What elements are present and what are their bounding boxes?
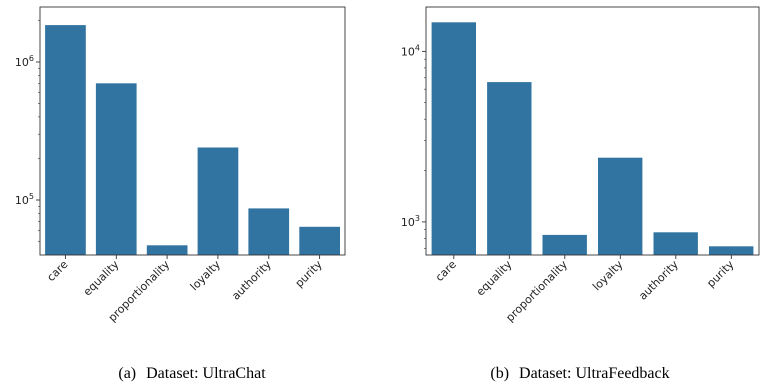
panel-b-y-tick-exp: 4 bbox=[415, 43, 420, 52]
panel-a-bar-loyalty bbox=[197, 147, 239, 255]
panel-b-y-tick-label: 103 bbox=[401, 214, 420, 229]
panel-b-bar-proportionality bbox=[542, 234, 587, 255]
panel-b-x-tick-label-equality: equality bbox=[474, 258, 515, 299]
panel-a-y-tick-base: 10 bbox=[15, 56, 29, 69]
caption-a-label: (a) bbox=[118, 365, 136, 382]
caption-b-label: (b) bbox=[490, 365, 509, 382]
panel-a-x-tick-label-purity: purity bbox=[293, 258, 325, 290]
panel-a-x-tick-label-loyalty: loyalty bbox=[188, 258, 224, 294]
panel-a-y-tick-exp: 6 bbox=[29, 54, 34, 63]
panel-b-axes-frame bbox=[425, 6, 760, 256]
panel-a-y-tick-base: 10 bbox=[15, 194, 29, 207]
panel-b-bar-equality bbox=[487, 82, 532, 255]
panel-a-x-tick-label-care: care bbox=[44, 258, 70, 284]
panel-b-y-tick-exp: 3 bbox=[415, 214, 420, 223]
panel-a-y-tick-exp: 5 bbox=[29, 192, 34, 201]
panel-b-bar-authority bbox=[653, 232, 698, 255]
panel-a-bar-equality bbox=[95, 83, 137, 255]
panel-a-x-tick-label-authority: authority bbox=[229, 258, 274, 303]
panel-a-bar-authority bbox=[248, 208, 290, 255]
panel-a-bar-purity bbox=[299, 226, 340, 255]
panel-a-axes-frame bbox=[39, 6, 346, 256]
panel-a-y-tick-label: 106 bbox=[15, 54, 34, 69]
panel-b-bar-purity bbox=[709, 246, 754, 255]
caption-b-text: Dataset: UltraFeedback bbox=[519, 365, 670, 382]
panel-a-bar-proportionality bbox=[146, 245, 188, 255]
caption-b: (b) Dataset: UltraFeedback bbox=[490, 365, 669, 382]
panel-b-bar-loyalty bbox=[598, 157, 643, 255]
panel-a-y-tick-label: 105 bbox=[15, 192, 34, 207]
caption-a-text: Dataset: UltraChat bbox=[146, 365, 266, 382]
panel-b-y-tick-label: 104 bbox=[401, 43, 420, 58]
panel-a-x-tick-label-equality: equality bbox=[81, 258, 122, 299]
panel-b-y-tick-base: 10 bbox=[401, 45, 415, 58]
panel-b-x-tick-label-loyalty: loyalty bbox=[590, 258, 626, 294]
panel-b-x-tick-label-purity: purity bbox=[704, 258, 736, 290]
panel-b-x-tick-label-authority: authority bbox=[636, 258, 681, 303]
panel-b-bar-care bbox=[431, 22, 476, 255]
caption-a: (a) Dataset: UltraChat bbox=[118, 365, 266, 382]
panel-a-bar-care bbox=[45, 25, 86, 255]
panel-b-y-tick-base: 10 bbox=[401, 216, 415, 229]
panel-b-x-tick-label-care: care bbox=[433, 258, 459, 284]
